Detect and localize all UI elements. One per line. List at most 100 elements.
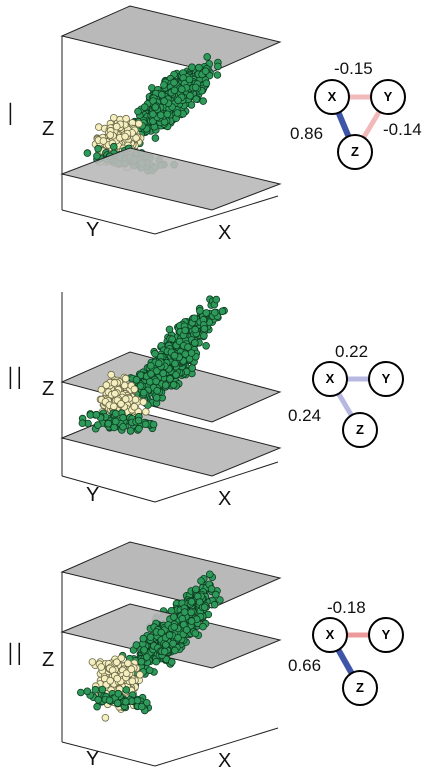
scatter-point — [210, 308, 219, 317]
scatter-point — [170, 78, 178, 87]
scatter-point — [181, 350, 190, 358]
y-axis-label: Y — [86, 484, 100, 506]
z-axis-label: Z — [42, 118, 55, 140]
edge-yz-label: -0.14 — [383, 120, 422, 139]
edge-xz-label: 0.86 — [290, 124, 324, 143]
scatter-point — [161, 381, 170, 389]
scatter-point — [117, 400, 125, 408]
panel-1: I Z Y X X Y Z -0.15 -0.14 0.86 — [0, 0, 434, 250]
scatter-point — [184, 343, 192, 351]
scatter-point — [192, 585, 200, 594]
scatter-point — [93, 152, 101, 160]
scatter-point — [110, 379, 119, 387]
scatter-point — [135, 424, 143, 433]
scatter-point — [112, 122, 121, 131]
scatter-point — [188, 63, 196, 71]
scatter-3d-panel-3 — [60, 541, 282, 767]
scatter-point — [121, 132, 129, 141]
scatter-point — [210, 600, 219, 609]
scatter-point — [177, 85, 186, 94]
edge-xy-label: -0.18 — [327, 598, 366, 617]
panel-2-label: II — [6, 362, 24, 397]
scatter-point — [181, 326, 190, 335]
scatter-point — [151, 103, 160, 111]
scatter-point — [130, 385, 139, 394]
node-z-label: Z — [356, 422, 364, 437]
scatter-point — [192, 95, 201, 103]
node-z-label: Z — [356, 680, 364, 695]
panel-2: II Z Y X X Y Z 0.22 0.24 — [0, 262, 434, 512]
scatter-point — [186, 92, 194, 100]
scatter-point — [216, 596, 224, 604]
scatter-point — [165, 325, 174, 334]
scatter-point — [141, 420, 150, 429]
scatter-point — [99, 137, 108, 145]
z-axis-label: Z — [42, 378, 55, 400]
scatter-point — [132, 134, 140, 142]
plane-top — [60, 5, 282, 73]
scatter-3d-panel-2 — [60, 292, 282, 503]
scatter-point — [154, 359, 163, 368]
scatter-point — [197, 577, 205, 585]
scatter-point — [174, 96, 182, 105]
edge-xz-label: 0.24 — [288, 406, 322, 425]
node-y-circle — [368, 361, 404, 397]
node-x-label: X — [325, 627, 335, 642]
scatter-point — [160, 81, 168, 89]
scatter-point — [171, 359, 179, 368]
scatter-point — [185, 75, 194, 84]
scatter-point — [110, 142, 118, 151]
scatter-point — [212, 590, 220, 599]
node-z-circle — [337, 134, 373, 170]
node-x-label: X — [325, 371, 335, 386]
scatter-point — [135, 120, 143, 128]
scatter-point — [111, 417, 120, 426]
scatter-point — [111, 389, 119, 398]
scatter-point — [111, 409, 120, 418]
node-x-circle — [312, 361, 348, 397]
scatter-point — [139, 388, 148, 397]
edge-xy-label: -0.15 — [334, 59, 373, 78]
scatter-point — [191, 339, 199, 347]
scatter-point — [199, 97, 208, 105]
scatter-point — [94, 421, 102, 429]
scatter-point — [200, 332, 208, 340]
node-y-circle — [370, 79, 406, 115]
scatter-points-panel-1 — [83, 53, 222, 175]
scatter-point — [132, 375, 141, 384]
scatter-point — [92, 410, 101, 419]
scatter-point — [147, 361, 155, 370]
scatter-point — [207, 585, 216, 593]
scatter-point — [152, 377, 160, 386]
x-axis-label: X — [218, 488, 232, 510]
scatter-point — [134, 416, 143, 425]
scatter-point — [149, 110, 157, 118]
scatter-point — [149, 420, 158, 429]
node-x-circle — [314, 79, 350, 115]
scatter-3d-panel-1 — [60, 5, 282, 235]
scatter-point — [203, 53, 212, 61]
scatter-point — [121, 395, 130, 403]
panel-1-label: I — [6, 98, 15, 133]
scatter-point — [173, 109, 182, 117]
node-z-circle — [342, 412, 378, 448]
y-axis-label: Y — [86, 219, 100, 241]
scatter-point — [187, 598, 196, 606]
scatter-point — [202, 342, 210, 350]
scatter-point — [140, 103, 149, 111]
scatter-point — [83, 149, 92, 157]
scatter-point — [122, 114, 130, 123]
scatter-point — [170, 86, 179, 95]
scatter-point — [166, 375, 174, 383]
scatter-point — [151, 349, 159, 358]
node-x-label: X — [327, 89, 337, 104]
panel-3-label: II — [6, 638, 24, 673]
scatter-point — [201, 67, 210, 75]
scatter-point — [214, 62, 222, 71]
scatter-point — [139, 398, 148, 406]
node-y-label: Y — [381, 627, 391, 642]
scatter-point — [153, 386, 162, 395]
plane-bottom — [60, 147, 282, 211]
scatter-point — [213, 71, 222, 79]
node-y-label: Y — [381, 371, 391, 386]
